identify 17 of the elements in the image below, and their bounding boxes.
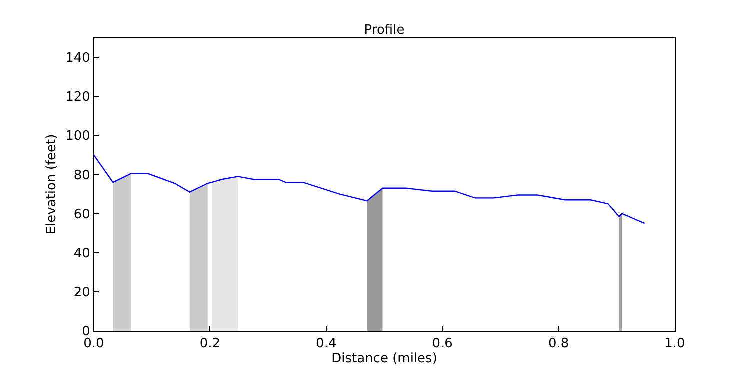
x-axis-title: Distance (miles)	[332, 352, 438, 367]
x-tick-label: 0.2	[200, 336, 221, 352]
y-tick-label: 80	[74, 168, 90, 184]
x-tick-label: 0.6	[432, 336, 453, 352]
y-tick-label: 60	[74, 207, 90, 222]
x-tick-label: 0.0	[84, 336, 104, 352]
x-tick-label: 0.4	[316, 336, 337, 352]
line-series	[94, 154, 646, 224]
y-tick-label: 20	[74, 285, 90, 300]
x-tick-label: 0.8	[548, 336, 570, 352]
y-tick-label: 140	[66, 51, 90, 66]
y-tick-label: 100	[66, 129, 90, 144]
y-tick-label: 40	[74, 246, 90, 262]
y-axis-title: Elevation (feet)	[44, 134, 60, 235]
chart-title: Profile	[364, 23, 405, 38]
y-tick-label: 120	[66, 90, 90, 106]
x-tick-label: 1.0	[664, 336, 686, 352]
